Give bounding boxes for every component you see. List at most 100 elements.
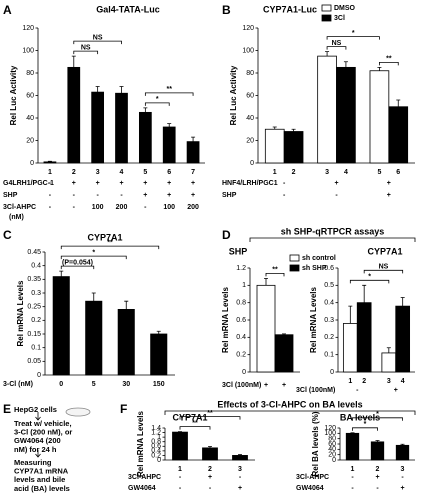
- y-tick-label: 0.6: [324, 265, 334, 272]
- y-tick-label: 1: [157, 434, 161, 441]
- bar: [117, 308, 135, 376]
- bar: [186, 141, 200, 164]
- y-tick-label: 1.2: [236, 265, 246, 272]
- row-value: -: [49, 180, 52, 187]
- error-bar: [47, 160, 52, 162]
- y-axis-label: Rel Luc Activity: [229, 65, 238, 125]
- error-bar: [272, 126, 277, 130]
- y-tick-label: 0.5: [324, 282, 334, 289]
- panel-letter: F: [120, 402, 127, 416]
- significance-label: *: [352, 30, 355, 37]
- row-value: -: [209, 485, 212, 492]
- y-tick-label: 0: [250, 160, 254, 167]
- error-bar: [238, 454, 242, 456]
- row-value: -: [120, 192, 123, 199]
- y-tick-label: 0: [332, 457, 336, 464]
- x-tick-label: 3: [401, 466, 405, 473]
- y-tick-label: 1.2: [151, 429, 161, 436]
- y-tick-label: 0.4: [151, 448, 161, 455]
- significance-label: *: [92, 249, 95, 256]
- significance-bracket: [349, 279, 390, 284]
- x-tick-label: 5: [143, 169, 147, 176]
- x-tick-label: 5: [377, 169, 381, 176]
- y-tick-label: 0.05: [27, 358, 41, 365]
- error-bar: [156, 330, 161, 334]
- x-tick-label: 6: [396, 169, 400, 176]
- x-tick-label: 1: [48, 169, 52, 176]
- y-axis-label: Rel mRNA Levels: [136, 410, 145, 477]
- row-value: -: [283, 180, 286, 187]
- significance-label: (P=0.054): [62, 259, 93, 266]
- y-tick-label: 40: [26, 115, 34, 122]
- error-bar: [396, 99, 401, 107]
- chart-title: CYP7A1-Luc: [263, 4, 317, 14]
- row-value: +: [143, 192, 147, 199]
- chart-title: BA levels: [340, 412, 380, 422]
- bar: [395, 444, 410, 461]
- x-tick-label: 0: [59, 381, 63, 388]
- error-bar: [325, 51, 330, 57]
- flow-arrow: [35, 450, 41, 458]
- row-value: +: [167, 192, 171, 199]
- error-bar: [191, 136, 196, 142]
- row-value: -: [49, 204, 52, 211]
- row-label: SHP: [3, 192, 18, 199]
- bar: [283, 131, 304, 164]
- bar: [138, 111, 152, 164]
- y-tick-label: 0.2: [151, 452, 161, 459]
- culture-dish: [65, 407, 91, 417]
- legend-swatch: [289, 264, 300, 272]
- y-axis-label: Rel mRNA Levels: [16, 280, 25, 347]
- x-tick-label: 1: [178, 466, 182, 473]
- bar: [52, 276, 70, 376]
- row-value: +: [400, 485, 404, 492]
- step-text: Measuring: [14, 458, 52, 467]
- row-value: 200: [187, 204, 199, 211]
- chart-title: CYP7A1: [367, 246, 402, 256]
- x-axis-label: 3-Cl (nM): [3, 381, 33, 388]
- y-tick-label: 40: [328, 446, 336, 453]
- bar: [85, 300, 103, 376]
- panel-letter: E: [3, 402, 11, 416]
- x-tick-label: 4: [344, 169, 348, 176]
- error-bar: [400, 297, 405, 307]
- row-value: 100: [163, 204, 175, 211]
- error-bar: [59, 270, 64, 277]
- y-tick-label: 40: [246, 115, 254, 122]
- x-tick-label: 3: [96, 169, 100, 176]
- significance-bracket: [73, 50, 99, 55]
- y-tick-label: 60: [328, 441, 336, 448]
- y-tick-label: 0.45: [27, 249, 41, 256]
- significance-bracket: [60, 265, 95, 270]
- y-tick-label: 0.8: [236, 300, 246, 307]
- error-bar: [343, 61, 348, 68]
- bar: [232, 455, 248, 461]
- y-tick-label: 0.3: [324, 317, 334, 324]
- panel-letter: A: [3, 3, 12, 17]
- y-tick-label: 80: [26, 70, 34, 77]
- bar: [91, 91, 105, 164]
- step-text: CYP7A1 mRNA: [14, 467, 69, 476]
- significance-bracket: [179, 416, 241, 420]
- row-value: +: [119, 180, 123, 187]
- row-value: -: [179, 485, 182, 492]
- panel-letter: C: [3, 228, 12, 242]
- row-value: +: [394, 387, 398, 394]
- row-value: 100: [92, 204, 104, 211]
- significance-bracket: [60, 255, 127, 260]
- y-axis-label: Rel mRNA Levels: [309, 286, 318, 353]
- y-tick-label: 100: [242, 47, 254, 54]
- row-value: -: [335, 192, 338, 199]
- error-bar: [348, 305, 353, 324]
- x-tick-label: 6: [167, 169, 171, 176]
- bar: [115, 92, 128, 164]
- y-tick-label: 0.1: [324, 352, 334, 359]
- x-tick-label: 30: [122, 381, 130, 388]
- y-tick-label: 0: [30, 160, 34, 167]
- y-tick-label: 0.35: [27, 276, 41, 283]
- significance-label: **: [192, 420, 198, 427]
- group-bracket: [164, 410, 416, 415]
- bar: [336, 66, 356, 164]
- row-label: GW4064: [128, 485, 156, 492]
- bar: [395, 305, 411, 373]
